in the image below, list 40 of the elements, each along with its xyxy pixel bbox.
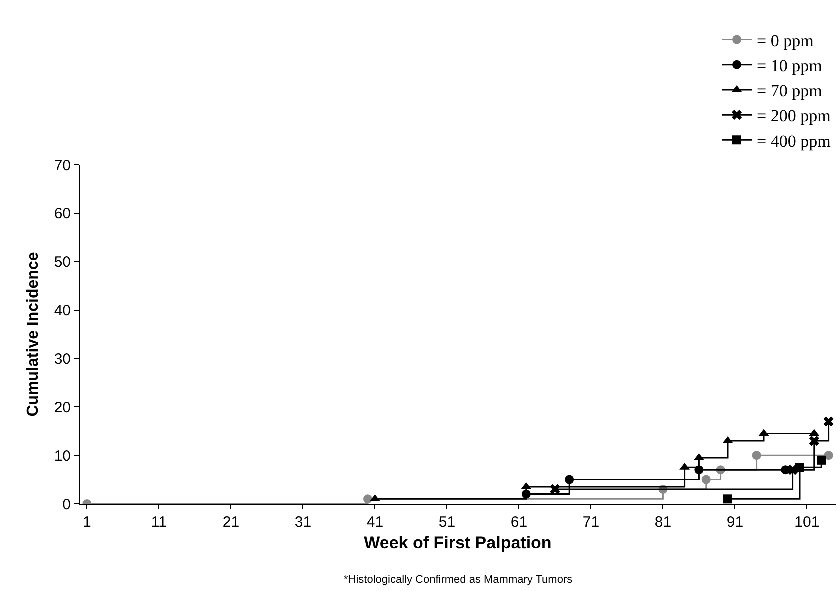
- point: [565, 475, 574, 484]
- legend-label: = 10 ppm: [757, 56, 822, 76]
- x-tick-label: 11: [151, 514, 167, 531]
- point: [817, 456, 826, 465]
- point: [824, 416, 834, 427]
- x-tick-label: 51: [438, 514, 456, 531]
- point: [781, 466, 790, 475]
- legend-label: = 0 ppm: [757, 31, 814, 50]
- y-tick-label: 50: [54, 254, 71, 272]
- point: [809, 436, 820, 446]
- x-tick-label: 31: [294, 514, 312, 531]
- x-tick-label: 91: [726, 514, 744, 531]
- point: [694, 453, 704, 460]
- y-tick-label: 10: [54, 448, 71, 465]
- y-tick-label: 0: [62, 496, 71, 514]
- text: *Histologically Confirmed as Mammary Tumors: [344, 574, 574, 586]
- y-tick-label: 20: [54, 399, 71, 416]
- x-tick-label: 71: [582, 514, 600, 531]
- legend-label: = 70 ppm: [757, 82, 822, 101]
- point: [724, 494, 732, 504]
- x-axis-title: Week of First Palpation: [364, 533, 552, 552]
- x-tick-label: 61: [510, 514, 528, 531]
- y-tick-label: 40: [54, 302, 71, 320]
- point: [752, 451, 762, 460]
- y-tick-label: 60: [54, 206, 71, 223]
- y-axis-title: Cumulative Incidence: [25, 252, 42, 417]
- y-tick-label: 70: [54, 157, 71, 174]
- x-tick-label: 41: [366, 514, 384, 531]
- legend-label: = 400 ppm: [757, 132, 831, 151]
- point: [824, 451, 834, 460]
- x-tick-label: 81: [654, 514, 672, 531]
- y-tick-label: 30: [54, 350, 71, 368]
- point: [364, 494, 372, 504]
- x-tick-label: 1: [83, 514, 92, 531]
- point: [550, 484, 560, 495]
- legend-label: = 200 ppm: [757, 106, 831, 126]
- x-tick-label: 21: [222, 514, 240, 531]
- point: [702, 475, 711, 484]
- point: [796, 463, 804, 472]
- x-tick-label: 101: [794, 514, 820, 531]
